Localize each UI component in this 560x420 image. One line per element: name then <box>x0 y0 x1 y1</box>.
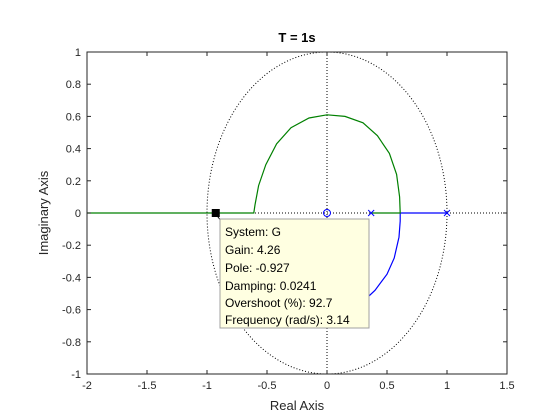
x-tick-label: 0 <box>324 380 330 392</box>
y-tick-label: 0.2 <box>66 176 81 188</box>
datatip-pole: Pole: -0.927 <box>225 261 290 275</box>
datatip-box <box>219 218 370 329</box>
open-loop-pole-2 <box>443 209 451 217</box>
x-tick-label: -0.5 <box>258 380 277 392</box>
y-tick-label: -0.2 <box>62 240 81 252</box>
y-tick-label: -0.8 <box>62 337 81 349</box>
datatip-damping: Damping: 0.0241 <box>225 279 317 293</box>
y-tick-label: -0.6 <box>62 305 81 317</box>
datatip[interactable]: System: G Gain: 4.26 Pole: -0.927 Dampin… <box>213 211 370 329</box>
marker-layer <box>211 209 451 217</box>
datatip-overshoot: Overshoot (%): 92.7 <box>225 296 333 310</box>
open-loop-zero-1 <box>323 209 331 217</box>
y-tick-label: 0.4 <box>66 144 81 156</box>
x-tick-label: 0.5 <box>379 380 394 392</box>
y-tick-label: 0 <box>75 208 81 220</box>
pole-cross-stroke-b <box>367 209 375 217</box>
chart-title: T = 1s <box>278 30 315 45</box>
x-tick-label: -1.5 <box>138 380 157 392</box>
x-tick-label: -2 <box>82 380 92 392</box>
datatip-gain: Gain: 4.26 <box>225 243 281 257</box>
y-tick-label: -1 <box>71 369 81 381</box>
y-axis-label: Imaginary Axis <box>36 170 51 255</box>
datatip-system: System: G <box>225 225 281 239</box>
open-loop-pole-1 <box>367 209 375 217</box>
tick-layer: -2 -1.5 -1 -0.5 0 0.5 1 1.5 -1 -0.8 -0.6 -0.4 -0.2 0 0… <box>62 47 515 392</box>
x-tick-label: -1 <box>202 380 212 392</box>
y-tick-label: -0.4 <box>62 272 81 284</box>
x-tick-label: 1 <box>444 380 450 392</box>
y-tick-label: 0.8 <box>66 79 81 91</box>
locus-branch-2[interactable] <box>87 114 401 214</box>
y-tick-label: 0.6 <box>66 111 81 123</box>
pole-cross-stroke-b <box>443 209 451 217</box>
y-tick-label: 1 <box>75 47 81 59</box>
x-tick-label: 1.5 <box>499 380 514 392</box>
datatip-frequency: Frequency (rad/s): 3.14 <box>225 313 350 327</box>
selected-point-marker[interactable] <box>211 209 220 217</box>
x-axis-label: Real Axis <box>270 398 325 413</box>
